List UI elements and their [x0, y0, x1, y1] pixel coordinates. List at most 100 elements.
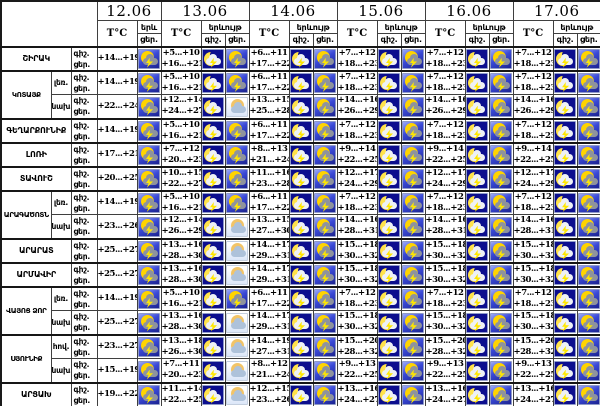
day-temp: +18...+23 — [513, 202, 554, 213]
sun-cloud-lightning-icon — [402, 264, 425, 285]
bolt-shape — [234, 153, 242, 164]
weather-icon-cell — [376, 165, 402, 191]
bolt-shape — [298, 57, 306, 68]
moon-cloud-lightning-icon — [290, 337, 313, 357]
night-temp: +13...+18 — [161, 335, 202, 346]
weather-icon-cell — [576, 285, 600, 311]
night-temp: +14...+16 — [513, 215, 554, 226]
bolt-shape — [146, 249, 153, 260]
moon-cloud-lightning-icon — [378, 48, 401, 69]
sun-cloud-lightning-icon — [314, 240, 337, 261]
sun-cloud-lightning-icon — [138, 240, 160, 261]
zone-label: նախ. — [50, 310, 72, 335]
moon-cloud-lightning-icon — [378, 120, 401, 141]
temps-cell: +22...+24 — [96, 94, 138, 119]
day-label: ցեր. — [73, 275, 91, 285]
temps-cell: +7...+12 +18...+23 — [424, 69, 466, 95]
day-temp: +24...+27 — [425, 394, 466, 405]
bolt-shape — [410, 346, 418, 356]
cloud-shape — [143, 294, 158, 305]
weather-icon-cell — [136, 69, 162, 95]
moon-cloud-lightning-icon — [554, 384, 577, 405]
day-temp: +18...+23 — [513, 58, 554, 69]
bolt-shape — [210, 202, 218, 212]
cloud-shape — [407, 173, 423, 185]
day-subheader: ցեր. — [224, 33, 250, 47]
bolt-shape — [474, 153, 482, 164]
bolt-shape — [234, 298, 242, 308]
phenomenon-header: երևույթ — [200, 20, 250, 34]
sun-cloud-lightning-icon — [138, 96, 160, 117]
day-temp: +18...+23 — [337, 130, 378, 141]
sun-cloud-lightning-icon — [314, 73, 337, 93]
bolt-shape — [386, 249, 394, 260]
bolt-shape — [585, 393, 593, 404]
night-temp: +13...+16 — [161, 239, 202, 250]
night-temp: +7...+12 — [338, 119, 376, 130]
day-temp: +30...+32 — [337, 322, 378, 333]
cloud-shape — [231, 53, 247, 65]
sun-behind-cloud-icon — [226, 216, 249, 237]
sun-cloud-lightning-icon — [314, 337, 337, 357]
region-name: ԱՐՄԱՎԻՐ — [0, 261, 72, 287]
day-temp: +24...+29 — [425, 178, 466, 189]
bolt-shape — [386, 202, 394, 212]
zone-label: նախ. — [50, 358, 72, 383]
weather-icon-cell — [312, 165, 338, 191]
cloud-shape — [495, 294, 511, 305]
time-labels: գիշ. ցեր. — [70, 94, 98, 119]
sun-cloud-lightning-icon — [578, 312, 600, 333]
moon-cloud-lightning-icon — [466, 384, 489, 405]
sun-cloud-lightning-icon — [578, 240, 600, 261]
temps-cell: +15...+19 — [96, 358, 138, 383]
phenomenon-header: երև — [136, 20, 162, 34]
weather-icon-cell — [464, 333, 490, 359]
sun-cloud-lightning-icon — [490, 360, 513, 381]
weather-icon-cell — [200, 117, 226, 143]
cloud-shape — [495, 365, 511, 377]
weather-icon-cell — [200, 333, 226, 359]
night-temp: +7...+12 — [426, 191, 464, 202]
temps-cell: +9...+14 +22...+25 — [336, 141, 378, 167]
day-temp: +22...+25 — [425, 370, 466, 381]
temps-cell: +13...+15 +27...+30 — [248, 214, 290, 239]
temps-cell: +14...+16 +28...+31 — [424, 214, 466, 239]
sun-cloud-lightning-icon — [402, 240, 425, 261]
date-header: 12.06 — [96, 0, 162, 21]
weather-icon-cell — [200, 165, 226, 191]
temps-cell: +14...+17 +29...+31 — [248, 237, 290, 263]
cloud-shape — [143, 53, 158, 65]
day-label: ցեր. — [73, 203, 91, 213]
bolt-shape — [498, 105, 506, 116]
moon-cloud-lightning-icon — [202, 96, 225, 117]
bolt-shape — [322, 105, 330, 116]
weather-icon-cell — [464, 214, 490, 239]
night-temp: +14...+17 — [249, 263, 290, 274]
day-temp: +25...+28 — [249, 106, 290, 117]
sun-cloud-lightning-icon — [578, 360, 600, 381]
sun-cloud-lightning-icon — [138, 168, 160, 189]
cloud-shape — [495, 78, 511, 89]
cloud-shape — [143, 149, 158, 161]
bolt-shape — [298, 105, 306, 116]
weather-icon-cell — [200, 381, 226, 406]
day-temp: +30...+32 — [337, 250, 378, 261]
bolt-shape — [585, 177, 593, 188]
time-labels: գիշ. ցեր. — [70, 237, 98, 263]
night-temp: +7...+12 — [426, 287, 464, 298]
cloud-shape — [143, 389, 158, 401]
forecast-row: նախ. գիշ. ցեր. +23...+26 +12...+14 +26...+29 +… — [1, 214, 600, 239]
bolt-shape — [410, 249, 418, 260]
bolt-shape — [210, 177, 218, 188]
temps-cell: +15...+18 +30...+32 — [512, 237, 554, 263]
forecast-row: ՍՅՈՒՆԻՔ հով. գիշ. ցեր. +23...+27 +13...+18 +26… — [0, 333, 600, 383]
weather-icon-cell — [576, 117, 600, 143]
sun-cloud-lightning-icon — [226, 48, 249, 69]
weather-icon-cell — [288, 214, 314, 239]
bolt-shape — [386, 273, 394, 284]
day-temp: +23...+26 — [97, 220, 137, 231]
sun-cloud-lightning-icon — [490, 73, 513, 93]
sun-cloud-lightning-icon — [226, 193, 249, 213]
moon-cloud-lightning-icon — [554, 312, 577, 333]
night-temp: +12...+15 — [249, 383, 290, 394]
